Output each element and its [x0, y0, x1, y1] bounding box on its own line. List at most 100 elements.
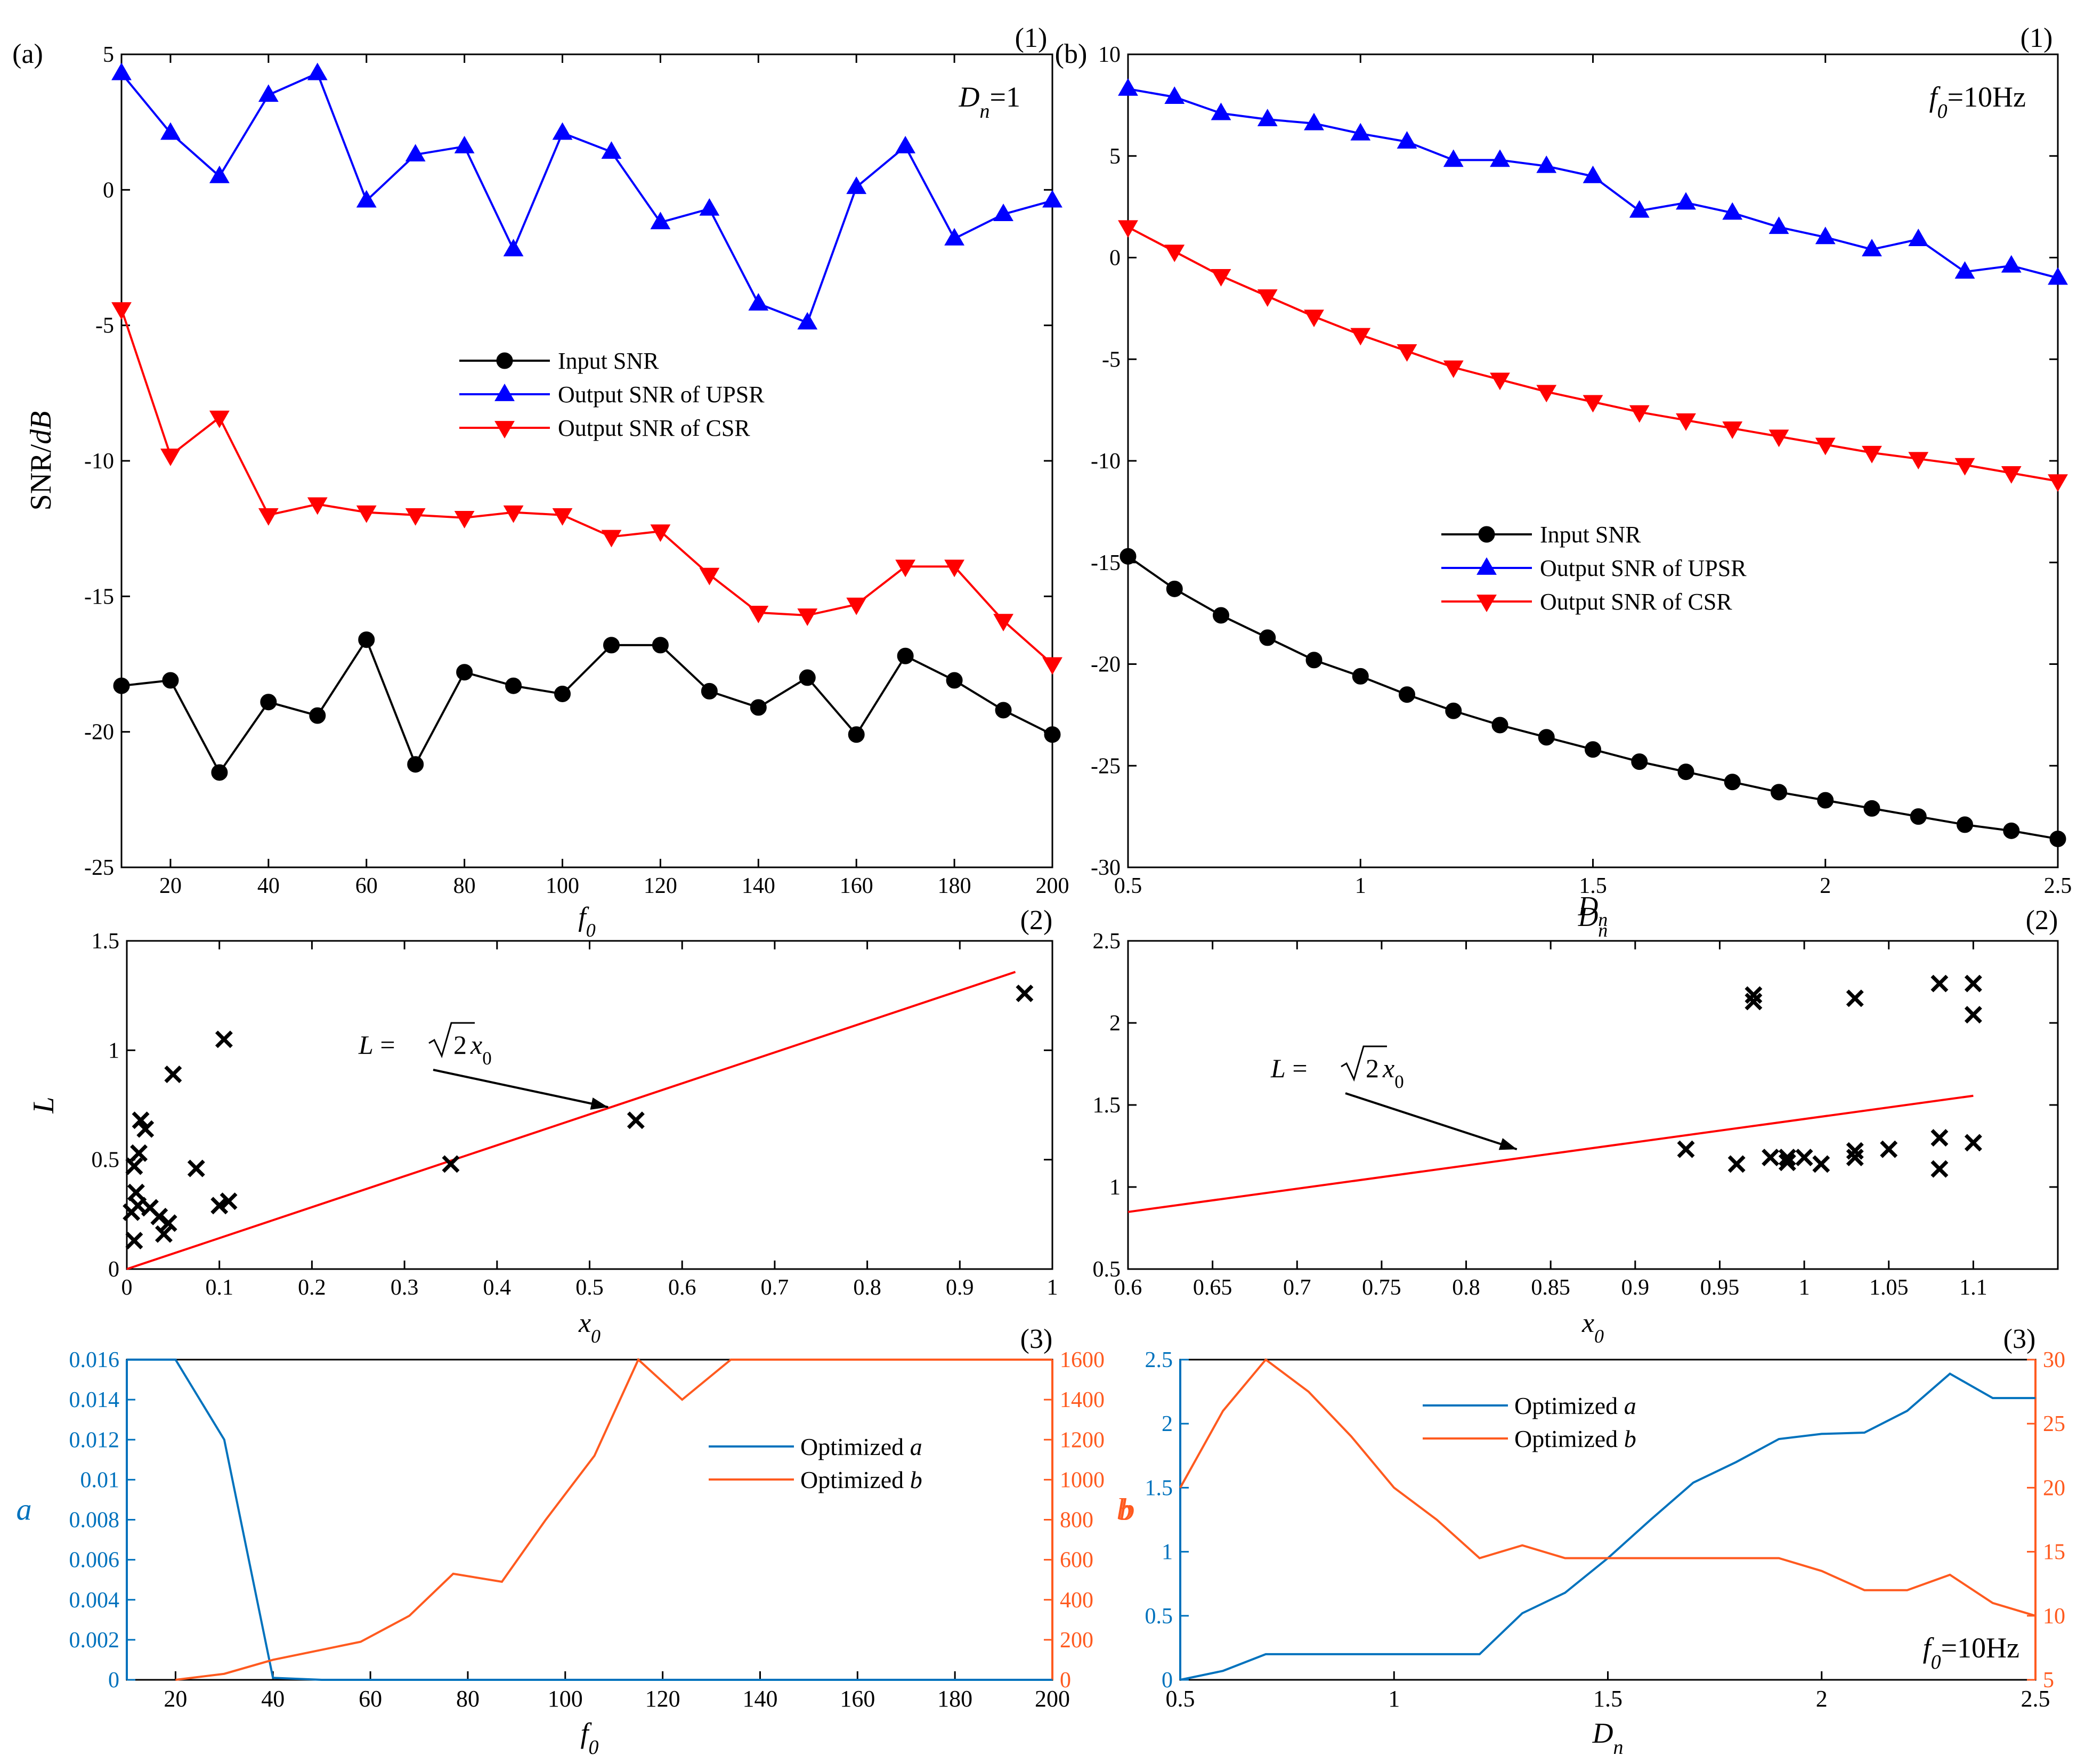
- legend-label-a3-0-part-0: Optimized: [800, 1433, 910, 1460]
- data-point-a1-1-12: [699, 198, 720, 216]
- subplot-number-a3: (3): [1020, 1324, 1053, 1354]
- y-tick-label-a3-2: 0.004: [69, 1588, 120, 1613]
- x-tick-label-a3-7: 160: [840, 1686, 875, 1712]
- axes-b3: 0.5 1 1.5 2 2.500.511.522.551015202530Optimi…: [1117, 1324, 2066, 1759]
- y-tick-label-a2-3: 1.5: [92, 929, 120, 954]
- y-axis-label-right-a3-part-0: b: [1119, 1492, 1135, 1527]
- equation-var-b2-part-1: 0: [1394, 1071, 1404, 1092]
- x-axis-label-b1-extra-part-0: D: [1578, 891, 1599, 922]
- x-tick-label-a3-1-part-0: 40: [261, 1686, 285, 1712]
- scatter-point-b2-2: [1745, 986, 1763, 1004]
- x-axis-label-a2-part-1: 0: [591, 1326, 601, 1347]
- y-tick-label-a2-1: 0.5: [92, 1148, 120, 1173]
- data-point-a1-0-8: [505, 677, 522, 694]
- y-tick-label-b2-0: 0.5: [1093, 1257, 1121, 1282]
- x-tick-label-a3-6: 140: [742, 1686, 777, 1712]
- data-point-b1-2-11: [1629, 405, 1650, 423]
- y2-tick-label-b3-2-part-0: 15: [2043, 1540, 2065, 1565]
- x-tick-label-b1-1: 1: [1355, 874, 1366, 898]
- y2-tick-label-a3-2-part-0: 400: [1060, 1588, 1093, 1613]
- equation-root-a2-part-0: 2: [453, 1030, 467, 1060]
- x-axis-label-b2-part-0: x: [1581, 1308, 1594, 1338]
- legend-label-a3-1-part-0: Optimized: [800, 1466, 910, 1493]
- x-tick-label-b3-4-part-0: 2.5: [2021, 1686, 2050, 1712]
- y-tick-label-a1-2: -15: [84, 584, 114, 609]
- x-tick-label-b2-1: 0.65: [1193, 1275, 1232, 1300]
- x-tick-label-a1-7-part-0: 160: [840, 874, 873, 898]
- x-tick-label-a3-4: 100: [548, 1686, 583, 1712]
- x-tick-label-b3-0: 0.5: [1166, 1686, 1195, 1712]
- data-point-a1-0-1: [162, 672, 179, 689]
- scatter-point-b2-3: [1745, 993, 1763, 1011]
- data-point-a1-0-17: [946, 672, 963, 689]
- x-tick-label-a3-7-part-0: 160: [840, 1686, 875, 1712]
- data-point-b1-2-10: [1583, 395, 1603, 413]
- equation-var-a2: x0: [470, 1030, 492, 1069]
- data-point-b1-1-8: [1490, 149, 1510, 167]
- data-point-a1-2-1: [160, 448, 181, 466]
- y2-tick-label-a3-2: 400: [1060, 1588, 1093, 1613]
- x-tick-label-a2-0: 0: [121, 1275, 133, 1300]
- sqrt-radical-b2: [1341, 1045, 1387, 1082]
- data-point-a1-2-6: [405, 508, 426, 526]
- x-tick-label-a3-5-part-0: 120: [645, 1686, 680, 1712]
- y-tick-label-a1-4: -5: [95, 314, 114, 338]
- data-point-b1-1-16: [1862, 239, 1882, 257]
- x-tick-label-a1-0-part-0: 20: [159, 874, 182, 898]
- y-tick-label-a1-3: -10: [84, 449, 114, 474]
- data-point-a1-2-9: [552, 508, 573, 526]
- x-axis-label-b1-part-1: n: [1598, 920, 1608, 941]
- scatter-point-a2-2: [125, 1232, 143, 1250]
- equation-var-a2-part-1: 0: [482, 1048, 492, 1069]
- panel-label-b1-part-0: (b): [1055, 39, 1088, 69]
- x-tick-label-a2-10-part-0: 1: [1047, 1275, 1058, 1300]
- x-tick-label-a3-3: 80: [456, 1686, 480, 1712]
- legend-label-b3-0: Optimized a: [1514, 1392, 1636, 1419]
- data-point-b1-0-11: [1631, 753, 1648, 770]
- x-tick-label-b2-1-part-0: 0.65: [1193, 1275, 1232, 1300]
- equation-prefix-b2-part-1: =: [1286, 1053, 1308, 1083]
- subplot-number-a3-part-0: (3): [1020, 1324, 1053, 1354]
- x-tick-label-a2-10: 1: [1047, 1275, 1058, 1300]
- x-tick-label-b2-5-part-0: 0.85: [1531, 1275, 1570, 1300]
- data-point-a1-2-0: [111, 302, 132, 320]
- x-tick-label-b3-3: 2: [1816, 1686, 1828, 1712]
- x-tick-label-a2-9-part-0: 0.9: [946, 1275, 974, 1300]
- y-tick-label-a3-3-part-0: 0.006: [69, 1548, 120, 1573]
- x-tick-label-b1-3: 2: [1820, 874, 1831, 898]
- legend-label-a1-2: Output SNR of CSR: [558, 415, 750, 441]
- annotation-a1-part-1: n: [980, 100, 990, 123]
- series-line-a3-0: [127, 1359, 1052, 1681]
- reference-line-a2: [126, 971, 1016, 1270]
- y-tick-label-a3-8: 0.016: [69, 1348, 120, 1372]
- scatter-point-b2-17: [1964, 1006, 1982, 1024]
- data-point-a1-1-3: [258, 84, 279, 102]
- sqrt-radical-a2: [428, 1022, 475, 1059]
- data-point-b1-2-16: [1862, 445, 1882, 464]
- equation-prefix-a2: L =: [358, 1030, 395, 1060]
- scatter-point-b2-18: [1964, 1134, 1982, 1152]
- x-tick-label-a1-0: 20: [159, 874, 182, 898]
- y-tick-label-a3-6: 0.012: [69, 1428, 120, 1452]
- x-tick-label-a1-2: 60: [355, 874, 378, 898]
- y-tick-label-b1-5-part-0: -5: [1102, 347, 1121, 372]
- series-line-a1-2: [120, 308, 1053, 665]
- scatter-point-b2-0: [1677, 1140, 1695, 1158]
- data-point-a1-1-18: [993, 204, 1013, 221]
- data-point-a1-2-18: [993, 614, 1013, 632]
- y-tick-label-a1-1-part-0: -20: [84, 720, 114, 745]
- x-tick-label-b3-3-part-0: 2: [1816, 1686, 1828, 1712]
- data-point-a1-1-14: [797, 312, 818, 330]
- x-tick-label-a1-3: 80: [453, 874, 476, 898]
- x-tick-label-b2-6: 0.9: [1621, 1275, 1650, 1300]
- y2-tick-label-b3-0: 5: [2043, 1668, 2054, 1693]
- x-tick-label-b3-0-part-0: 0.5: [1166, 1686, 1195, 1712]
- y-axis-label-a2: L: [27, 1096, 60, 1113]
- y-tick-label-b1-3-part-0: -15: [1091, 551, 1121, 575]
- y-tick-label-a3-4: 0.008: [69, 1508, 120, 1533]
- data-point-b1-2-5: [1350, 328, 1371, 346]
- data-point-a1-0-12: [701, 682, 718, 700]
- legend-marker-a1-1: [494, 383, 515, 401]
- y-tick-label-a3-4-part-0: 0.008: [69, 1508, 120, 1533]
